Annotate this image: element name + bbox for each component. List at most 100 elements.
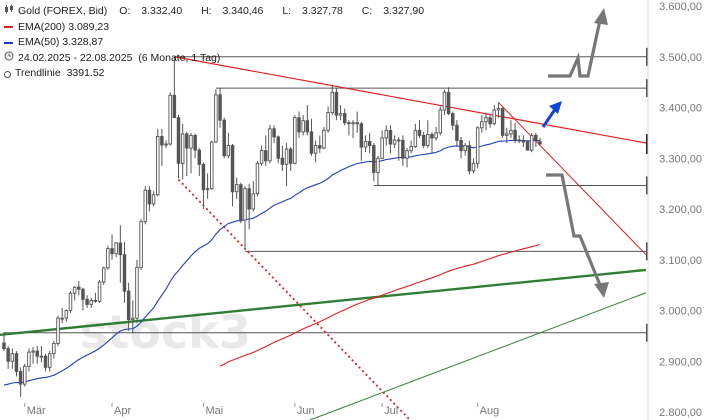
candle-body xyxy=(122,254,127,292)
candle-body xyxy=(521,140,526,143)
candle-body xyxy=(538,141,542,145)
legend-ohlc: O: 3.332,40 H: 3.340,46 L: 3.327,78 C: 3… xyxy=(119,4,440,20)
candle xyxy=(288,147,293,171)
candle xyxy=(313,140,318,163)
candle-body xyxy=(534,134,538,140)
candle-body xyxy=(438,109,443,134)
candle xyxy=(89,297,93,308)
candle-body xyxy=(2,342,6,350)
candle xyxy=(521,135,526,148)
y-tick-label: 3.600,00 xyxy=(659,1,702,13)
candle xyxy=(396,136,401,161)
candle-body xyxy=(176,117,181,164)
ema50-swatch-icon xyxy=(4,41,13,44)
candle xyxy=(384,125,389,146)
candle-body xyxy=(164,143,168,146)
candle xyxy=(27,348,31,372)
candle xyxy=(488,115,492,128)
dotted-red-trendline xyxy=(177,178,411,420)
y-tick-label: 3.200,00 xyxy=(659,204,702,216)
candle-body xyxy=(110,248,114,255)
candle xyxy=(180,123,185,180)
candle-body xyxy=(492,109,497,125)
candle-body xyxy=(264,150,268,162)
candle xyxy=(251,181,256,212)
candle xyxy=(342,108,347,126)
candle xyxy=(189,132,193,174)
candle-body xyxy=(384,129,389,139)
candle-body xyxy=(318,145,322,149)
candle-body xyxy=(288,148,293,164)
candle xyxy=(243,186,247,250)
candle-body xyxy=(284,148,289,165)
blue-arrowhead-icon xyxy=(549,101,562,114)
ema-lines xyxy=(3,139,541,386)
candle xyxy=(351,120,355,138)
y-tick-label: 2.800,00 xyxy=(659,407,702,419)
candle xyxy=(239,182,243,224)
candle xyxy=(218,88,222,128)
candle-body xyxy=(513,129,517,141)
candle-body xyxy=(396,139,401,142)
candle-body xyxy=(189,134,193,149)
candle-body xyxy=(392,139,397,145)
candle xyxy=(114,241,118,258)
candle xyxy=(334,88,339,121)
steep-red-trendline xyxy=(498,102,647,256)
legend-ema200-value: 3.089,23 xyxy=(68,20,110,33)
candle xyxy=(68,291,73,314)
candle-body xyxy=(222,119,226,157)
candle-body xyxy=(52,343,56,355)
candle xyxy=(247,183,251,230)
candle-body xyxy=(430,133,434,139)
candle xyxy=(534,132,538,148)
candle xyxy=(31,347,35,364)
candle xyxy=(168,92,172,146)
candle xyxy=(305,104,310,136)
candle-body xyxy=(114,242,118,255)
candle xyxy=(255,160,260,197)
candle-body xyxy=(297,117,301,133)
candle-body xyxy=(97,281,102,302)
candle-body xyxy=(342,113,347,124)
candle xyxy=(538,137,542,145)
candle xyxy=(39,346,44,363)
candle xyxy=(72,286,77,301)
candle-body xyxy=(93,299,98,302)
candle-body xyxy=(459,140,463,152)
candle-body xyxy=(259,150,264,164)
candle xyxy=(10,348,15,369)
y-tick-label: 3.000,00 xyxy=(659,306,702,318)
candle-body xyxy=(313,145,318,154)
legend-trendline-label: Trendlinie xyxy=(15,67,61,80)
candle xyxy=(56,315,60,347)
candle-body xyxy=(72,286,77,294)
candle-body xyxy=(68,292,73,311)
candle xyxy=(318,135,322,154)
candle-body xyxy=(409,146,413,152)
clock-icon xyxy=(4,51,14,67)
candle xyxy=(376,155,380,187)
candle xyxy=(529,132,534,153)
candle xyxy=(147,186,152,212)
candle-body xyxy=(160,135,164,146)
candle-body xyxy=(56,317,60,344)
candle-body xyxy=(168,94,172,145)
candle-body xyxy=(380,137,384,159)
candle-body xyxy=(255,162,260,195)
candle xyxy=(2,332,6,352)
candle xyxy=(363,135,368,153)
candle-body xyxy=(509,129,513,135)
watermark-text: stock3 xyxy=(80,305,251,359)
candle-body xyxy=(488,117,492,125)
candle xyxy=(110,234,114,260)
candle xyxy=(509,120,513,138)
candle xyxy=(480,115,484,133)
candle xyxy=(405,148,409,168)
candle-body xyxy=(180,133,185,164)
candle xyxy=(164,140,168,149)
candle-body xyxy=(197,149,202,165)
legend-ema50-value: 3.328,87 xyxy=(62,36,104,49)
candle xyxy=(201,162,206,209)
